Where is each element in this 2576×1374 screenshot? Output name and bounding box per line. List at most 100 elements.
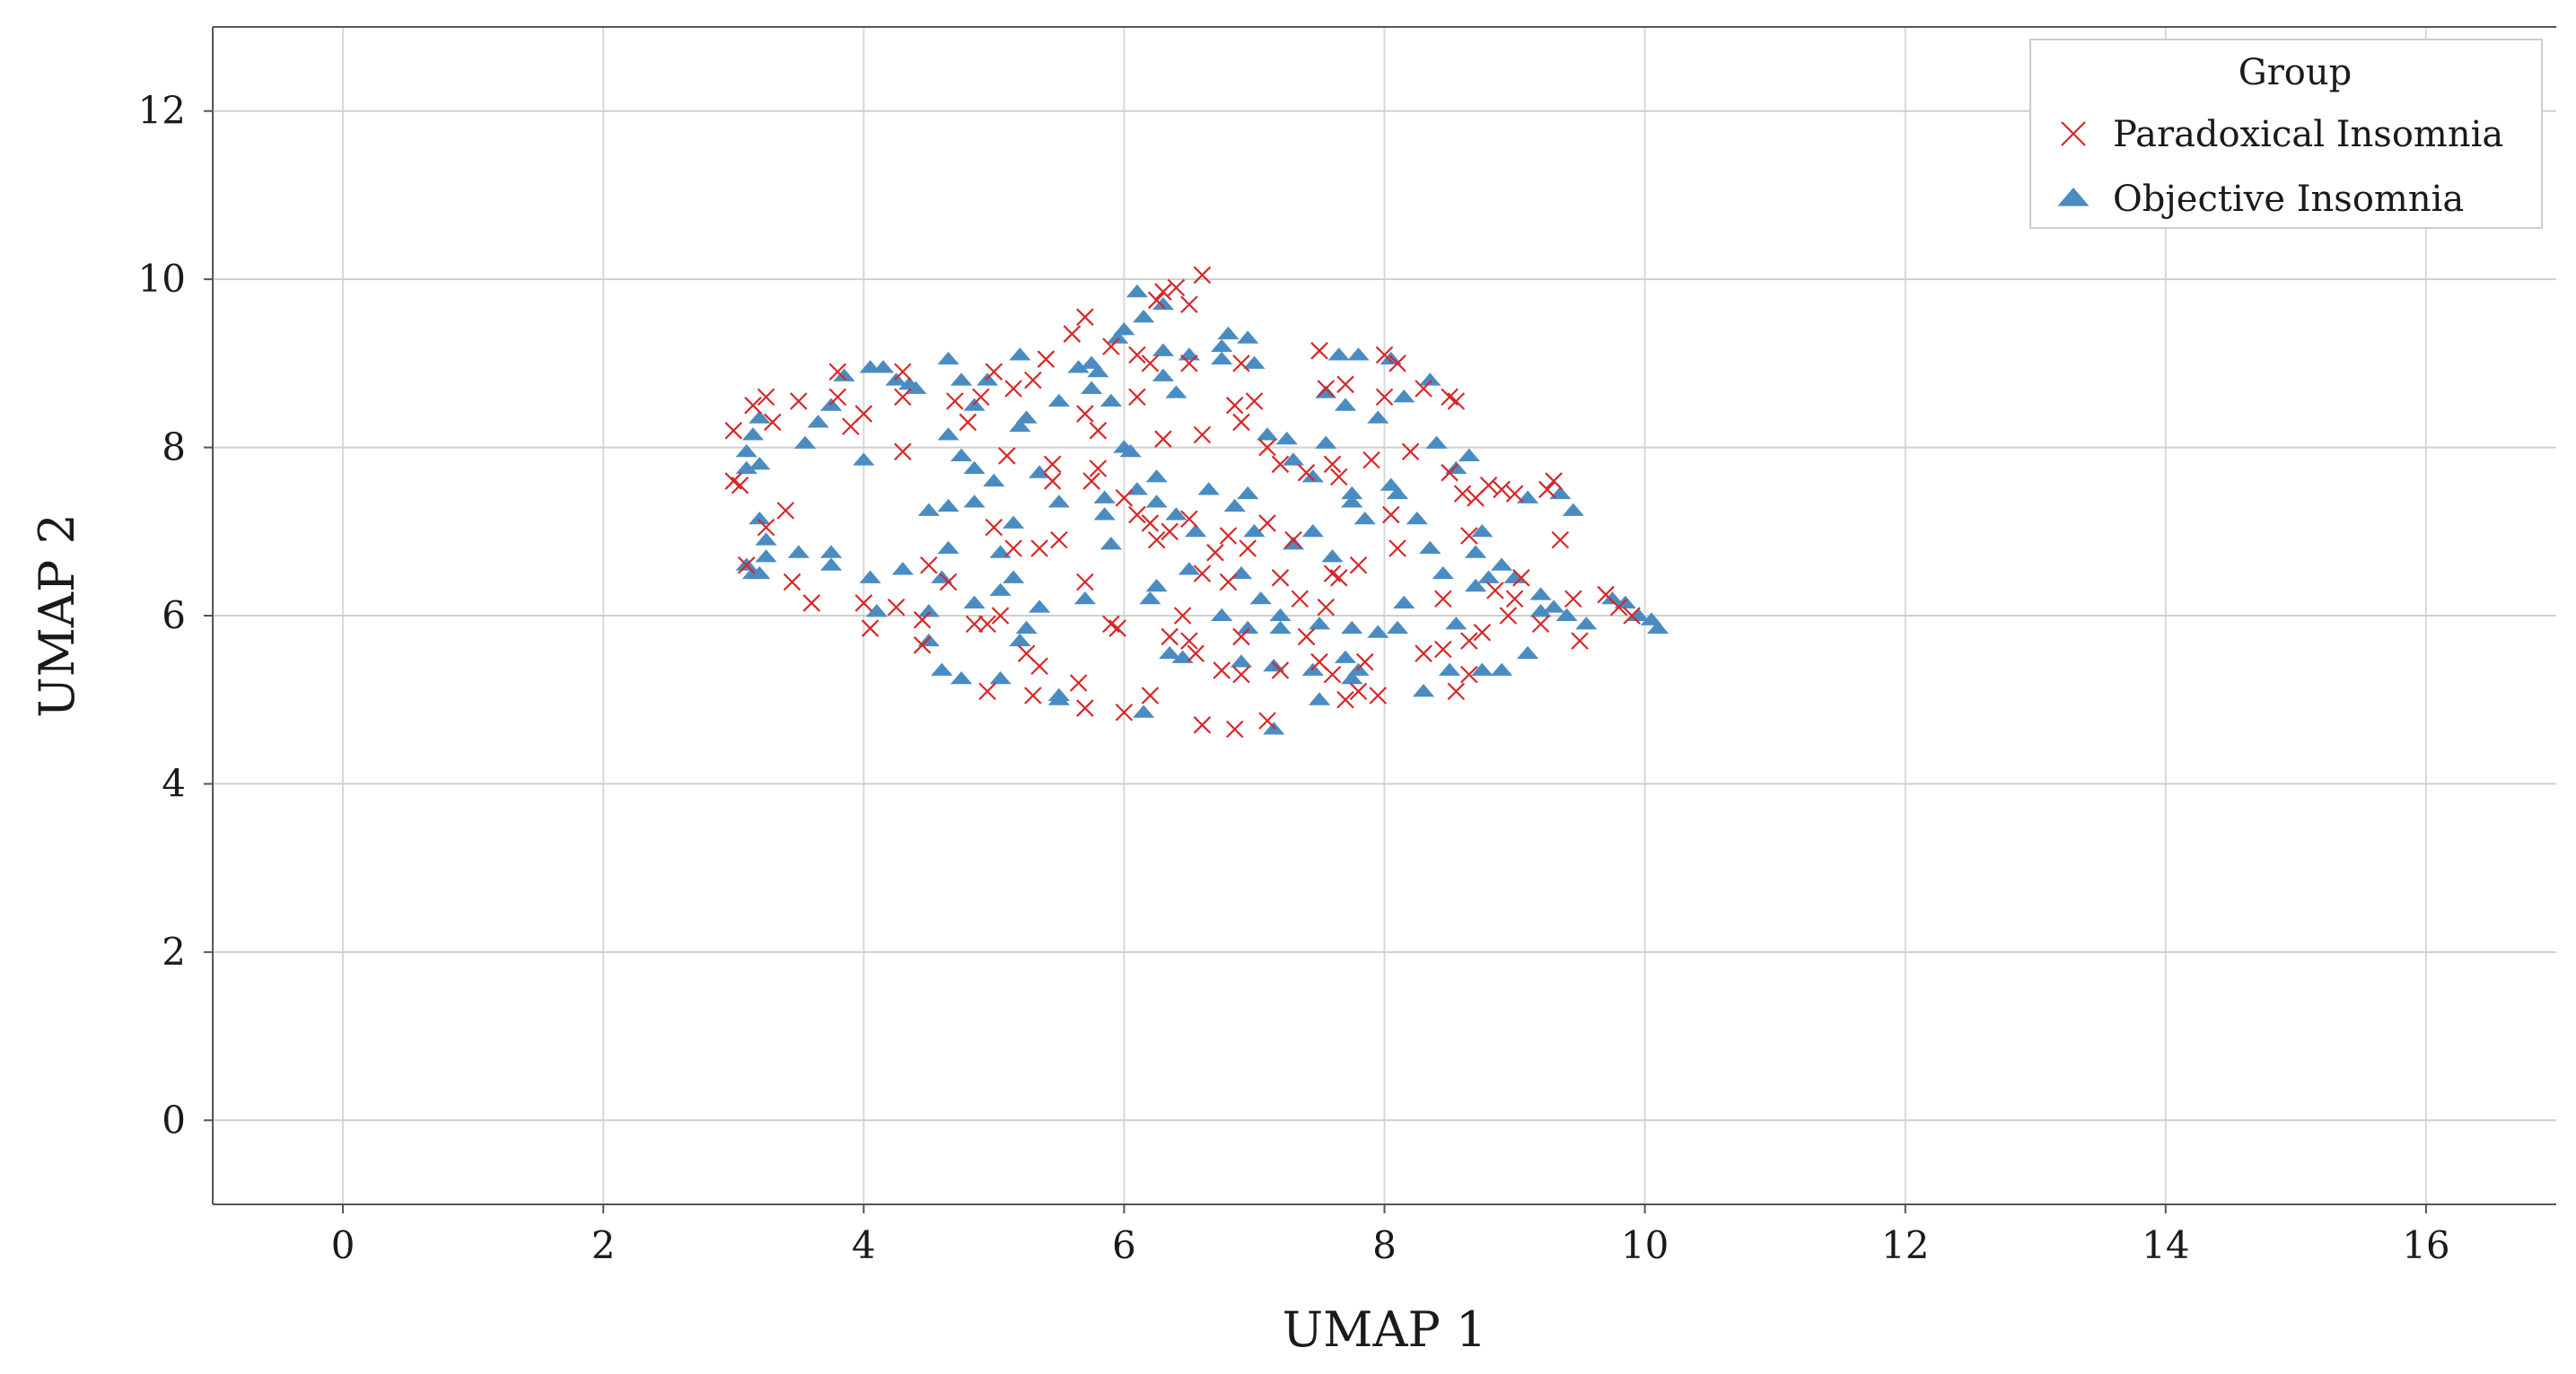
paradoxical-insomnia-point	[1258, 438, 1276, 457]
objective-insomnia-point	[1243, 355, 1266, 369]
x-tick-label: 4	[852, 1223, 876, 1267]
paradoxical-insomnia-point	[1623, 607, 1641, 625]
paradoxical-insomnia-point	[1271, 661, 1290, 679]
objective-insomnia-point	[1308, 617, 1331, 630]
paradoxical-insomnia-point	[1571, 632, 1589, 650]
x-marker-stroke	[1415, 380, 1433, 398]
paradoxical-insomnia-point	[1245, 392, 1264, 410]
x-marker-stroke	[1017, 644, 1036, 662]
x-marker-stroke	[854, 594, 873, 612]
objective-insomnia-point	[1419, 540, 1441, 555]
objective-insomnia-point	[1002, 570, 1025, 583]
objective-insomnia-point	[1009, 418, 1031, 433]
x-marker-stroke	[991, 607, 1010, 625]
x-marker-stroke	[1128, 346, 1146, 364]
paradoxical-insomnia-point	[802, 594, 821, 612]
objective-insomnia-point	[865, 604, 888, 617]
x-marker-stroke	[1037, 350, 1056, 368]
paradoxical-insomnia-point	[828, 363, 847, 381]
x-marker-stroke	[776, 502, 795, 520]
x-marker-stroke	[1245, 392, 1264, 410]
x-marker-stroke	[1291, 590, 1309, 608]
x-marker-stroke	[1284, 530, 1302, 549]
objective-insomnia-point	[1419, 372, 1441, 386]
x-marker-stroke	[1193, 564, 1212, 582]
objective-insomnia-point	[1113, 440, 1135, 453]
x-marker-stroke	[1323, 564, 1342, 582]
objective-insomnia-point	[963, 494, 986, 508]
x-marker-stroke	[1232, 627, 1250, 646]
paradoxical-insomnia-point	[920, 556, 938, 574]
x-marker-stroke	[1297, 627, 1316, 646]
paradoxical-insomnia-point	[1415, 380, 1433, 398]
objective-insomnia-point	[1425, 435, 1448, 449]
objective-insomnia-point	[1347, 347, 1370, 361]
objective-insomnia-point	[1185, 523, 1207, 538]
x-marker-stroke	[1154, 283, 1172, 301]
y-tick-label: 6	[162, 593, 186, 637]
x-tick-label: 2	[591, 1223, 616, 1267]
x-marker-stroke	[1043, 472, 1062, 490]
x-marker-stroke	[894, 363, 912, 381]
x-marker-stroke	[894, 388, 912, 407]
paradoxical-insomnia-point	[1180, 632, 1198, 650]
objective-insomnia-point	[1093, 507, 1116, 521]
objective-insomnia-point	[1321, 549, 1344, 563]
paradoxical-insomnia-point	[1453, 485, 1472, 503]
objective-insomnia-point	[749, 410, 771, 424]
paradoxical-insomnia-point	[1147, 291, 1166, 310]
paradoxical-insomnia-point	[841, 417, 860, 435]
paradoxical-insomnia-point	[1258, 712, 1276, 730]
objective-insomnia-point	[1386, 486, 1409, 500]
paradoxical-insomnia-point	[1030, 657, 1048, 676]
x-marker-stroke	[1141, 354, 1160, 372]
paradoxical-insomnia-point	[1271, 455, 1290, 474]
objective-insomnia-point	[1341, 486, 1363, 500]
paradoxical-insomnia-point	[757, 388, 775, 407]
paradoxical-insomnia-point	[1486, 582, 1504, 599]
x-marker-stroke	[1232, 354, 1250, 372]
x-marker-stroke	[1030, 539, 1048, 557]
objective-insomnia-point	[1132, 705, 1155, 718]
paradoxical-insomnia-point	[1232, 413, 1250, 432]
objective-insomnia-point	[1152, 296, 1175, 311]
paradoxical-insomnia-point	[1447, 682, 1466, 701]
paradoxical-insomnia-point	[1401, 442, 1420, 461]
objective-insomnia-point	[1139, 591, 1161, 605]
paradoxical-insomnia-point	[1154, 430, 1172, 448]
x-marker-stroke	[985, 518, 1003, 537]
objective-insomnia-point	[1106, 330, 1129, 344]
x-marker-stroke	[1271, 661, 1290, 679]
x-marker-stroke	[1167, 278, 1186, 297]
paradoxical-insomnia-point	[1180, 295, 1198, 314]
objective-insomnia-point	[1100, 393, 1123, 407]
objective-insomnia-point	[1308, 692, 1331, 705]
objective-insomnia-point	[937, 427, 959, 441]
paradoxical-insomnia-point	[1609, 598, 1628, 617]
objective-insomnia-point	[1080, 355, 1103, 369]
paradoxical-insomnia-point	[783, 573, 802, 591]
objective-insomnia-point	[1028, 599, 1051, 613]
x-marker-stroke	[1623, 607, 1641, 625]
x-tick-label: 10	[1621, 1223, 1669, 1267]
x-marker-stroke	[1225, 720, 1244, 739]
paradoxical-insomnia-point	[1505, 590, 1524, 608]
legend-box	[2029, 39, 2543, 229]
objective-insomnia-point	[937, 498, 959, 512]
x-marker-stroke	[998, 447, 1016, 465]
objective-insomnia-point	[735, 443, 758, 458]
x-marker-stroke	[1004, 380, 1022, 398]
x-marker-stroke	[763, 413, 782, 432]
paradoxical-insomnia-point	[1381, 505, 1400, 524]
x-marker-stroke	[1213, 661, 1231, 679]
paradoxical-insomnia-point	[1473, 623, 1492, 642]
x-marker-stroke	[1460, 632, 1478, 650]
x-marker-stroke	[946, 392, 964, 410]
objective-insomnia-point	[1126, 284, 1149, 298]
objective-insomnia-point	[989, 670, 1012, 685]
x-marker-stroke	[1415, 644, 1433, 662]
x-marker-stroke	[1433, 640, 1452, 659]
objective-insomnia-point	[735, 460, 758, 475]
objective-insomnia-point	[1237, 486, 1259, 500]
